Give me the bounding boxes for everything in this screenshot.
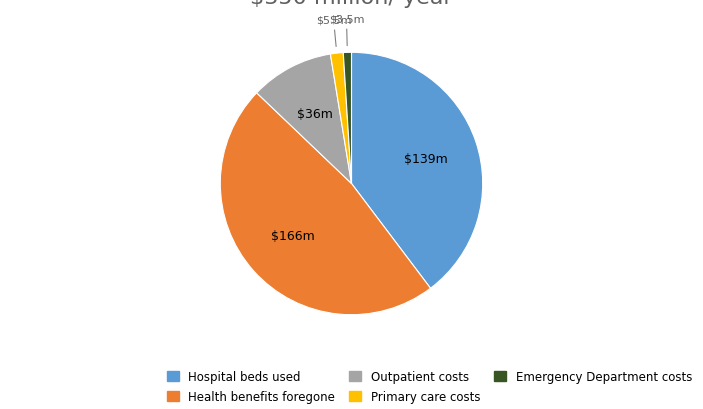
Wedge shape [330, 54, 352, 184]
Text: $36m: $36m [297, 108, 333, 121]
Wedge shape [257, 55, 352, 184]
Wedge shape [220, 94, 430, 315]
Wedge shape [343, 53, 352, 184]
Legend: Hospital beds used, Health benefits foregone, Outpatient costs, Primary care cos: Hospital beds used, Health benefits fore… [167, 370, 692, 403]
Text: $3.5m: $3.5m [329, 14, 364, 47]
Text: $166m: $166m [271, 230, 314, 243]
Text: $139m: $139m [404, 153, 448, 166]
Text: $5.5m: $5.5m [316, 16, 352, 47]
Title: $350 million/ year: $350 million/ year [250, 0, 453, 8]
Wedge shape [352, 53, 483, 288]
